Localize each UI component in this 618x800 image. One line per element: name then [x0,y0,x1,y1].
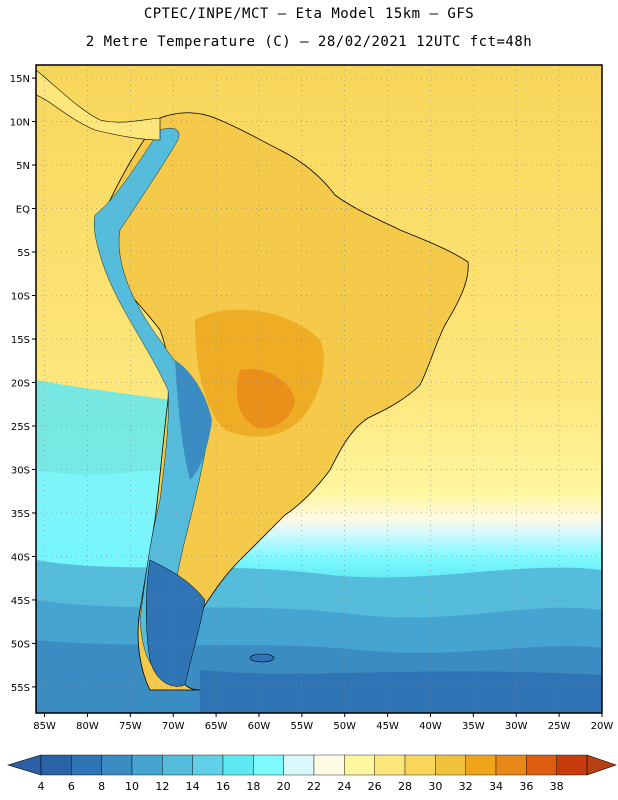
colorbar-swatch [253,754,284,776]
colorbar-swatch [495,754,527,776]
colorbar-swatch [131,754,163,776]
lat-label: 20S [11,378,30,389]
colorbar-value: 10 [125,780,139,793]
lon-label: 80W [76,721,99,732]
lon-label: 20W [591,721,614,732]
colorbar-swatch [465,754,497,776]
lon-label: 45W [376,721,399,732]
colorbar-value: 28 [398,780,412,793]
lon-label: 25W [548,721,571,732]
colorbar-value: 30 [428,780,442,793]
patagonia-cold-zone [146,559,206,687]
lon-label: 50W [333,721,356,732]
lat-label: 45S [11,596,30,607]
south-ocean-zone-4 [200,670,602,713]
colorbar-labels: 4 6 8 10 12 14 16 18 20 22 24 26 28 30 32 34 36 38 [38,780,564,793]
andes-cold-zone [94,127,211,671]
colorbar-swatch [556,754,588,776]
colorbar-arrow-low [6,754,42,776]
colorbar-swatch [283,754,315,776]
lon-label: 60W [248,721,271,732]
colorbar-value: 20 [277,780,291,793]
colorbar-value: 22 [307,780,321,793]
colorbar-value: 6 [68,780,75,793]
lat-label: 5N [16,161,30,172]
colorbar-value: 34 [489,780,503,793]
colorbar-swatch [222,754,254,776]
colorbar-value: 26 [368,780,382,793]
longitude-labels: 85W 80W 75W 70W 65W 60W 55W 50W 45W 40W 35W 30W 25W 2… [33,713,613,732]
colorbar-swatch [344,754,375,776]
lat-label: 40S [11,552,30,563]
lat-label: 15N [10,74,30,85]
lon-label: 85W [33,721,56,732]
lon-label: 65W [205,721,228,732]
colorbar [6,754,617,776]
colorbar-value: 32 [459,780,473,793]
hottest-zone [236,369,295,429]
colorbar-value: 4 [38,780,45,793]
lat-label: 10S [11,291,30,302]
lat-label: 25S [11,422,30,433]
map-title-line2: 2 Metre Temperature (C) – 28/02/2021 12U… [85,34,533,50]
colorbar-swatch [526,754,557,776]
falkland-islands [249,653,275,663]
colorbar-swatch [435,754,466,776]
map-frame [35,64,603,714]
lon-label: 55W [291,721,314,732]
lon-label: 40W [419,721,442,732]
colorbar-value: 38 [550,780,564,793]
latitude-labels: 15N 10N 5N EQ 5S 10S 15S 20S 25S 30S 35S 40S 45S 50S 5… [10,74,36,694]
lat-label: EQ [16,205,30,216]
colorbar-swatch [404,754,436,776]
graticule [36,65,602,713]
colorbar-arrow-high [586,754,617,776]
lon-label: 75W [119,721,142,732]
lat-label: 10N [10,118,30,129]
colorbar-value: 8 [98,780,105,793]
colorbar-value: 14 [186,780,200,793]
colorbar-value: 16 [216,780,230,793]
colorbar-value: 36 [519,780,533,793]
colorbar-swatch [162,754,193,776]
lon-label: 70W [162,721,185,732]
lon-label: 30W [505,721,528,732]
lon-label: 35W [462,721,485,732]
colorbar-value: 24 [337,780,351,793]
colorbar-value: 18 [246,780,260,793]
colorbar-swatch [313,754,345,776]
central-america-land [36,69,161,141]
lat-label: 5S [17,248,30,259]
colorbar-swatch [101,754,133,776]
colorbar-swatch [192,754,224,776]
map-field [36,65,602,713]
colorbar-swatch [71,754,102,776]
lat-label: 30S [11,465,30,476]
lat-label: 50S [11,639,30,650]
andes-coldest-zone [175,360,212,480]
colorbar-swatch [40,754,72,776]
colorbar-swatch [374,754,406,776]
lat-label: 35S [11,509,30,520]
lat-label: 55S [11,683,30,694]
colorbar-value: 12 [155,780,169,793]
map-title-line1: CPTEC/INPE/MCT – Eta Model 15km – GFS [143,6,475,22]
lat-label: 15S [11,335,30,346]
